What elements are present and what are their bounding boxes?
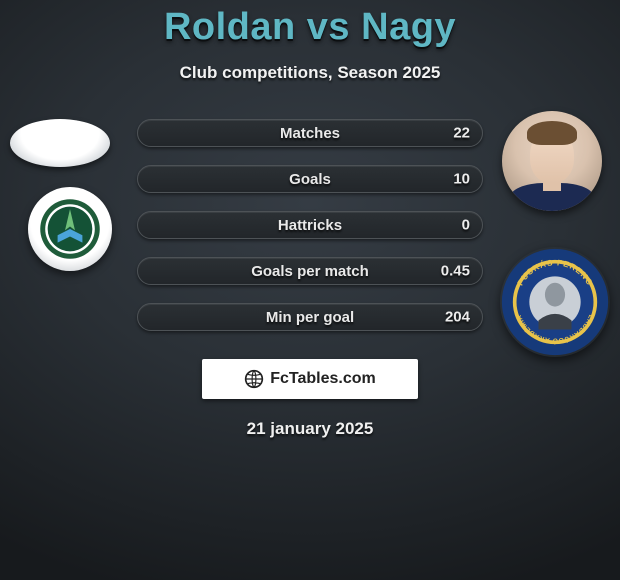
avatar-hair (527, 121, 577, 145)
puskas-crest-icon: PUSKÁS FERENC LABDARÚGÓ AKADÉMIA (500, 247, 610, 357)
stat-row-hattricks: Hattricks 0 (137, 211, 483, 239)
stat-row-goals-per-match: Goals per match 0.45 (137, 257, 483, 285)
title-player-right: Nagy (361, 6, 456, 48)
subtitle: Club competitions, Season 2025 (0, 63, 620, 83)
attribution-badge: FcTables.com (202, 359, 418, 399)
stat-label: Goals (289, 171, 331, 188)
globe-icon (244, 369, 264, 389)
right-player-avatar (502, 111, 602, 211)
stat-row-matches: Matches 22 (137, 119, 483, 147)
stat-rows: Matches 22 Goals 10 Hattricks 0 Goals pe… (137, 119, 483, 331)
stat-label: Goals per match (251, 263, 369, 280)
attribution-text: FcTables.com (270, 370, 376, 388)
left-player-avatar (10, 119, 110, 167)
card: Roldan vs Nagy Club competitions, Season… (0, 0, 620, 439)
stat-right-value: 204 (445, 309, 470, 326)
stat-label: Min per goal (266, 309, 354, 326)
page-title: Roldan vs Nagy (0, 6, 620, 49)
title-vs: vs (307, 6, 350, 48)
stat-right-value: 22 (453, 125, 470, 142)
stat-label: Matches (280, 125, 340, 142)
stat-right-value: 10 (453, 171, 470, 188)
title-player-left: Roldan (164, 6, 296, 48)
stat-label: Hattricks (278, 217, 342, 234)
footer-date: 21 january 2025 (0, 419, 620, 439)
stat-row-goals: Goals 10 (137, 165, 483, 193)
stat-row-min-per-goal: Min per goal 204 (137, 303, 483, 331)
stat-right-value: 0.45 (441, 263, 470, 280)
left-club-logo (28, 187, 112, 271)
sounders-crest-icon (39, 198, 101, 260)
stat-right-value: 0 (462, 217, 470, 234)
right-club-logo: PUSKÁS FERENC LABDARÚGÓ AKADÉMIA (500, 247, 610, 357)
stats-area: PUSKÁS FERENC LABDARÚGÓ AKADÉMIA Matches… (0, 119, 620, 439)
